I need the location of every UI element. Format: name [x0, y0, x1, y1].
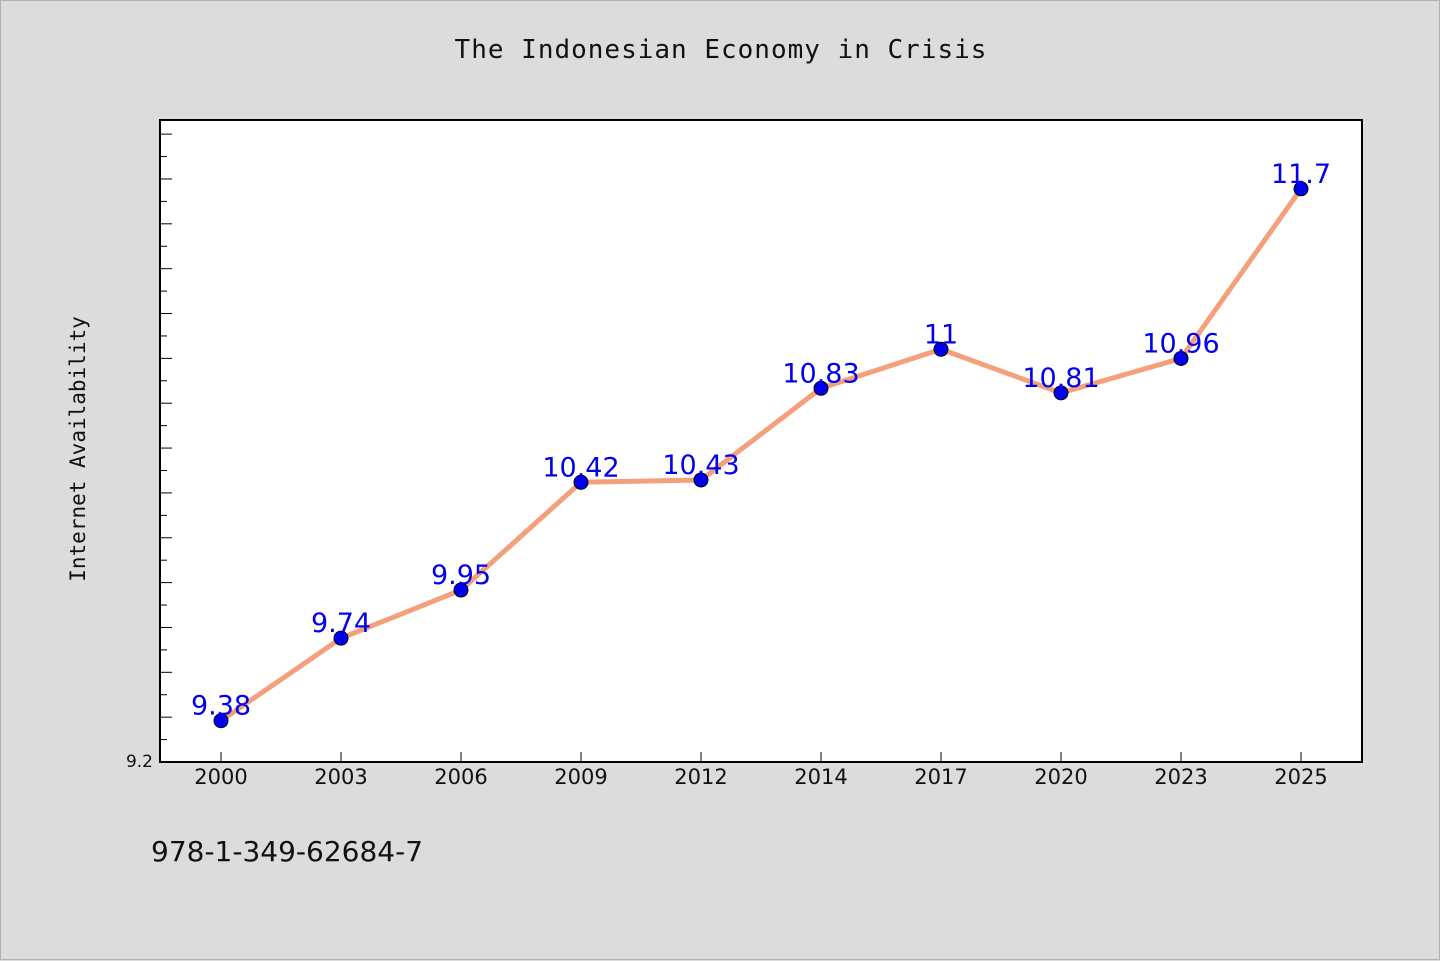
plot-area	[159, 119, 1363, 763]
x-tick-label: 2012	[674, 765, 727, 789]
x-tick-label: 2020	[1034, 765, 1087, 789]
data-points	[213, 181, 1309, 729]
data-label: 10.83	[782, 358, 859, 389]
data-label: 10.43	[662, 450, 739, 481]
data-point	[933, 341, 949, 357]
y-axis-ticks	[160, 133, 172, 763]
data-point	[573, 474, 589, 490]
x-tick-label: 2017	[914, 765, 967, 789]
x-tick-label: 2025	[1274, 765, 1327, 789]
data-point	[693, 472, 709, 488]
x-tick-label: 2000	[194, 765, 247, 789]
data-label: 11.7	[1271, 159, 1331, 190]
x-axis-tick-labels: 2000 2003 2006 2009 2012 2014 2017 2020 2023 2025	[194, 752, 1328, 789]
x-tick-label: 2003	[314, 765, 367, 789]
data-point	[1053, 385, 1069, 401]
data-point	[333, 630, 349, 646]
data-point	[1173, 350, 1189, 366]
x-tick-label: 2023	[1154, 765, 1207, 789]
data-point	[813, 380, 829, 396]
data-point	[453, 582, 469, 598]
x-tick-label: 2014	[794, 765, 847, 789]
data-label: 11	[924, 319, 958, 350]
data-point	[213, 713, 229, 729]
data-label: 9.95	[431, 560, 491, 591]
data-label: 9.38	[191, 691, 251, 722]
y-axis-label: Internet Availability	[66, 316, 90, 582]
series-line	[219, 187, 1304, 723]
data-label: 10.96	[1142, 328, 1219, 359]
data-label: 9.74	[311, 608, 371, 639]
x-tick-label: 2009	[554, 765, 607, 789]
footer-code: 978-1-349-62684-7	[151, 835, 424, 868]
chart-title: The Indonesian Economy in Crisis	[454, 35, 988, 65]
data-label: 10.81	[1022, 363, 1099, 394]
data-labels: 9.38 9.74 9.95 10.42 10.43 10.83 11 10.81 10.96 1…	[191, 159, 1331, 722]
x-tick-label: 2006	[434, 765, 487, 789]
y-tick-label: 9.2	[126, 752, 153, 772]
data-point	[1293, 181, 1309, 197]
data-label: 10.42	[542, 452, 619, 483]
